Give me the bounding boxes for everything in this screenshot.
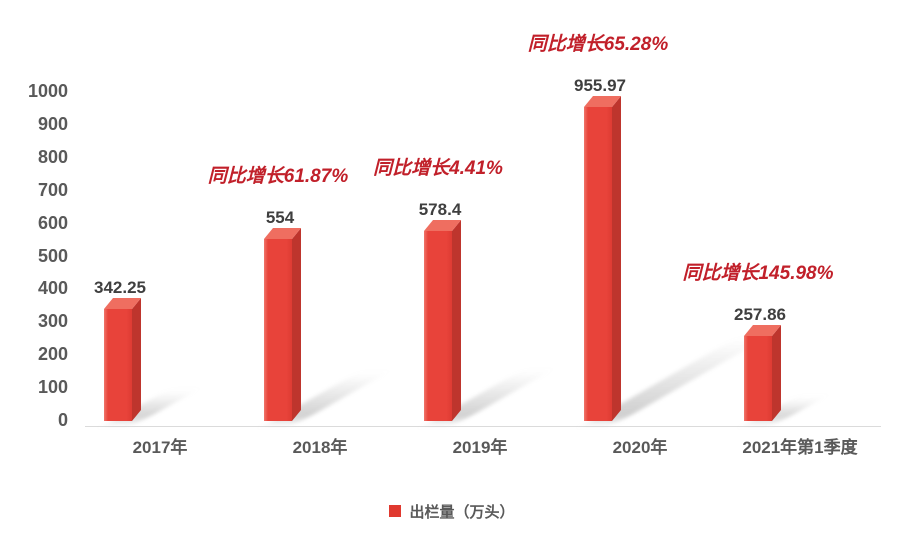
bar-value-label: 342.25 xyxy=(94,277,146,297)
x-axis-line xyxy=(85,426,881,427)
y-tick-label: 600 xyxy=(37,212,68,233)
y-tick-label: 500 xyxy=(37,245,68,266)
growth-annotation: 同比增长61.87% xyxy=(207,166,349,188)
y-tick-label: 100 xyxy=(37,377,68,398)
bar xyxy=(103,297,141,421)
x-tick-label: 2018年 xyxy=(292,438,348,457)
growth-annotation: 同比增长4.41% xyxy=(373,158,503,180)
bar-side-face xyxy=(132,297,141,421)
y-tick-label: 300 xyxy=(37,311,68,332)
growth-annotation: 同比增长145.98% xyxy=(682,263,834,285)
legend-label: 出栏量（万头） xyxy=(409,503,515,521)
x-tick-label: 2021年第1季度 xyxy=(742,438,858,457)
x-tick-label: 2017年 xyxy=(132,438,188,457)
legend-marker-icon xyxy=(389,505,402,517)
bar-value-label: 257.86 xyxy=(734,305,786,325)
bar-value-label: 578.4 xyxy=(418,200,462,220)
x-tick-label: 2019年 xyxy=(452,438,508,457)
y-tick-label: 700 xyxy=(37,179,68,200)
bar-value-label: 955.97 xyxy=(574,76,626,96)
growth-annotation: 同比增长65.28% xyxy=(527,34,669,56)
bar-front-face xyxy=(744,336,772,421)
y-tick-label: 900 xyxy=(37,113,68,134)
bar-side-face xyxy=(772,325,781,421)
bar-side-face xyxy=(292,228,301,421)
bar-front-face xyxy=(264,239,292,421)
y-tick-label: 800 xyxy=(37,146,68,167)
bar-front-face xyxy=(584,107,612,421)
x-tick-label: 2020年 xyxy=(612,438,668,457)
bar-front-face xyxy=(424,231,452,421)
y-tick-label: 400 xyxy=(37,278,68,299)
bar-front-face xyxy=(104,308,132,421)
bar-side-face xyxy=(612,96,621,421)
bar-side-face xyxy=(452,220,461,421)
y-tick-label: 1000 xyxy=(27,81,68,101)
y-tick-label: 0 xyxy=(57,410,68,430)
bar xyxy=(743,325,781,421)
y-tick-label: 200 xyxy=(37,344,68,365)
bar-value-label: 554 xyxy=(265,208,295,228)
bar xyxy=(423,220,461,421)
bar xyxy=(263,228,301,421)
legend: 出栏量（万头） xyxy=(0,501,904,521)
bar xyxy=(583,96,621,421)
